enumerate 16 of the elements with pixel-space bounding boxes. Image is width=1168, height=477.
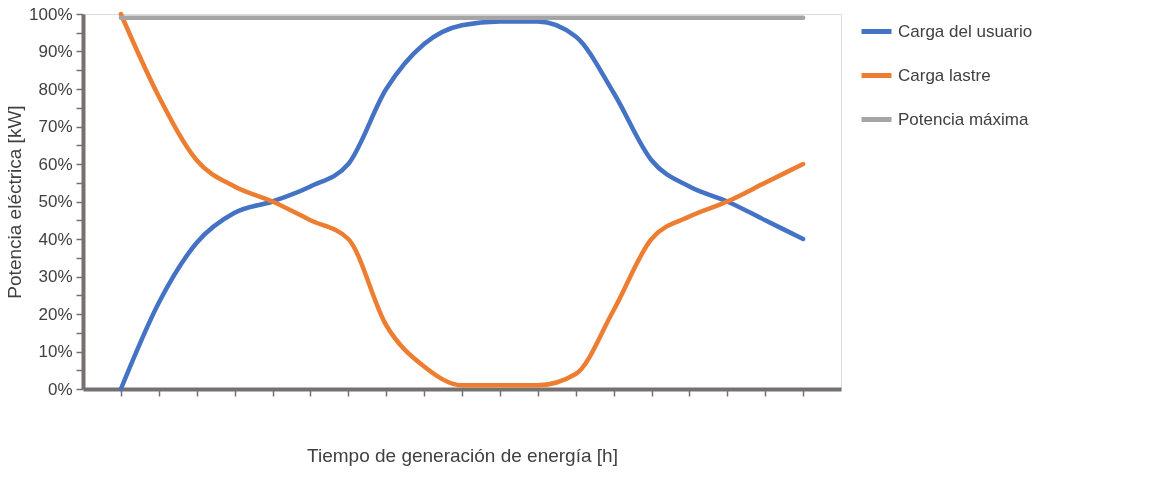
- y-tick-label: 50%: [38, 192, 73, 211]
- y-axis-title: Potencia eléctrica [kW]: [4, 105, 26, 299]
- y-tick-label: 60%: [38, 154, 73, 174]
- y-tick-label: 30%: [38, 267, 73, 286]
- y-tick-label: 20%: [38, 304, 73, 324]
- legend-label: Potencia máxima: [898, 109, 1029, 129]
- y-tick-label: 90%: [38, 42, 73, 61]
- y-tick-label: 10%: [38, 342, 73, 361]
- y-tick-label: 0%: [47, 379, 73, 399]
- legend-label: Carga del usuario: [898, 21, 1033, 41]
- y-tick-label: 100%: [29, 4, 73, 24]
- y-tick-label: 80%: [38, 79, 73, 99]
- x-axis-title: Tiempo de generación de energía [h]: [307, 445, 618, 467]
- y-tick-label: 70%: [38, 117, 73, 136]
- y-tick-label: 40%: [38, 229, 73, 249]
- legend-label: Carga lastre: [898, 65, 991, 85]
